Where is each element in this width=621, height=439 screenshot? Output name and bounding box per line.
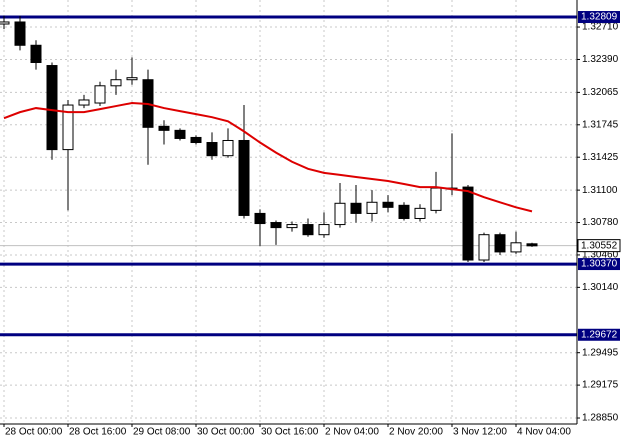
candle-body [62, 104, 74, 151]
level-label-box [578, 328, 620, 341]
candle-body [46, 65, 58, 151]
y-tick-label: 1.30140 [582, 282, 619, 293]
current-price-label: 1.30552 [581, 240, 618, 251]
current-price-box [577, 239, 621, 253]
candle-body [78, 99, 90, 106]
candle-body [238, 139, 250, 216]
candle-body [206, 142, 218, 157]
candle-body [430, 187, 442, 211]
candle-body [302, 224, 314, 236]
level-label-box [578, 258, 620, 271]
candle-body [462, 186, 474, 261]
level-label: 1.32809 [581, 12, 618, 23]
candle-body [14, 21, 26, 46]
level-label: 1.29672 [581, 329, 618, 340]
candle-body [366, 201, 378, 214]
y-tick-label: 1.30780 [582, 217, 619, 228]
x-tick-label: 30 Oct 00:00 [197, 427, 255, 438]
candle-body [222, 139, 234, 157]
x-tick-label: 2 Nov 04:00 [325, 427, 379, 438]
y-tick-label: 1.31745 [582, 119, 619, 130]
candle-body [158, 125, 170, 131]
x-tick-label: 4 Nov 04:00 [517, 427, 571, 438]
candle-body [318, 224, 330, 236]
candle-body [254, 212, 266, 225]
y-tick-label: 1.29175 [582, 380, 619, 391]
candle-body [110, 79, 122, 87]
x-tick-label: 28 Oct 16:00 [69, 427, 127, 438]
candle-body [126, 77, 138, 81]
x-tick-label: 29 Oct 08:00 [133, 427, 191, 438]
candle-body [334, 202, 346, 226]
y-tick-label: 1.28850 [582, 413, 619, 424]
y-tick-label: 1.30460 [582, 250, 619, 261]
y-tick-label: 1.31100 [582, 185, 618, 196]
x-tick-label: 28 Oct 00:00 [5, 427, 63, 438]
candle-body [30, 44, 42, 63]
y-tick-label: 1.32710 [582, 22, 619, 33]
moving-average [3, 102, 533, 213]
candle-body [0, 21, 10, 25]
candle-body [286, 224, 298, 229]
level-label: 1.30370 [581, 259, 618, 270]
candle-body [478, 234, 490, 261]
level-label-box [578, 11, 620, 24]
y-tick-label: 1.32390 [582, 54, 619, 65]
candle-body [494, 234, 506, 253]
y-tick-label: 1.31425 [582, 152, 619, 163]
candle-body [398, 204, 410, 219]
candle-body [270, 222, 282, 229]
x-tick-label: 2 Nov 20:00 [389, 427, 443, 438]
x-tick-label: 3 Nov 12:00 [453, 427, 507, 438]
candle-body [94, 85, 106, 104]
candle-body [174, 129, 186, 139]
candle-body [190, 136, 202, 144]
candle-body [414, 207, 426, 219]
candle-body [350, 202, 362, 214]
candle-body [510, 242, 522, 253]
y-tick-label: 1.32065 [582, 87, 619, 98]
candle-body [526, 243, 538, 247]
x-tick-label: 30 Oct 16:00 [261, 427, 319, 438]
candle-body [382, 201, 394, 208]
y-tick-label: 1.29495 [582, 347, 619, 358]
